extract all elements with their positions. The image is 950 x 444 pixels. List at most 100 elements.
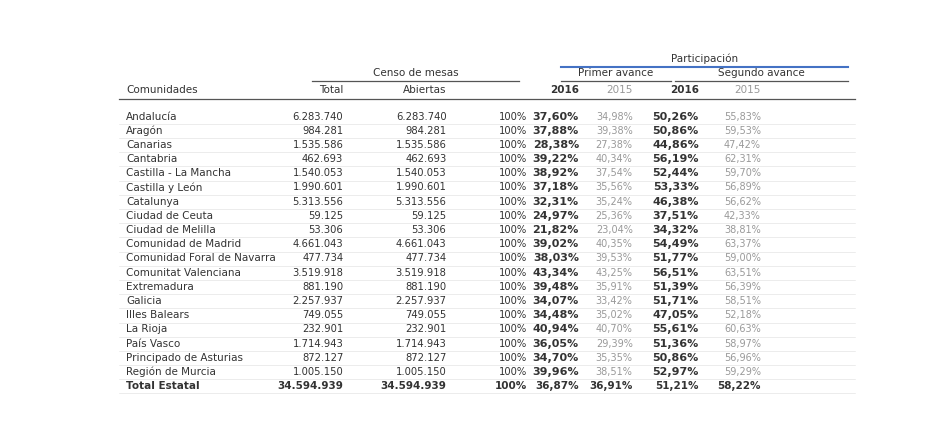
Text: 100%: 100% bbox=[499, 367, 527, 377]
Text: 100%: 100% bbox=[499, 182, 527, 192]
Text: Total: Total bbox=[319, 85, 343, 95]
Text: 29,39%: 29,39% bbox=[596, 338, 633, 349]
Text: 5.313.556: 5.313.556 bbox=[395, 197, 446, 206]
Text: 984.281: 984.281 bbox=[406, 126, 446, 136]
Text: 100%: 100% bbox=[499, 111, 527, 122]
Text: 100%: 100% bbox=[499, 338, 527, 349]
Text: 63,37%: 63,37% bbox=[724, 239, 761, 249]
Text: Comunidades: Comunidades bbox=[126, 85, 198, 95]
Text: Abiertas: Abiertas bbox=[403, 85, 446, 95]
Text: 51,21%: 51,21% bbox=[656, 381, 699, 391]
Text: 462.693: 462.693 bbox=[302, 154, 343, 164]
Text: 35,24%: 35,24% bbox=[596, 197, 633, 206]
Text: 54,49%: 54,49% bbox=[653, 239, 699, 249]
Text: 63,51%: 63,51% bbox=[724, 268, 761, 278]
Text: 38,03%: 38,03% bbox=[533, 254, 579, 263]
Text: Comunitat Valenciana: Comunitat Valenciana bbox=[126, 268, 241, 278]
Text: 477.734: 477.734 bbox=[406, 254, 446, 263]
Text: 55,83%: 55,83% bbox=[724, 111, 761, 122]
Text: 60,63%: 60,63% bbox=[724, 325, 761, 334]
Text: 39,48%: 39,48% bbox=[532, 282, 579, 292]
Text: 44,86%: 44,86% bbox=[652, 140, 699, 150]
Text: 232.901: 232.901 bbox=[302, 325, 343, 334]
Text: 52,18%: 52,18% bbox=[724, 310, 761, 320]
Text: 38,81%: 38,81% bbox=[724, 225, 761, 235]
Text: 1.990.601: 1.990.601 bbox=[395, 182, 446, 192]
Text: Aragón: Aragón bbox=[126, 126, 163, 136]
Text: 1.005.150: 1.005.150 bbox=[395, 367, 446, 377]
Text: País Vasco: País Vasco bbox=[126, 338, 180, 349]
Text: 100%: 100% bbox=[499, 325, 527, 334]
Text: 46,38%: 46,38% bbox=[653, 197, 699, 206]
Text: Región de Murcia: Región de Murcia bbox=[126, 367, 216, 377]
Text: 40,35%: 40,35% bbox=[596, 239, 633, 249]
Text: 36,87%: 36,87% bbox=[535, 381, 579, 391]
Text: Galicia: Galicia bbox=[126, 296, 162, 306]
Text: 51,71%: 51,71% bbox=[653, 296, 699, 306]
Text: 100%: 100% bbox=[499, 154, 527, 164]
Text: 23,04%: 23,04% bbox=[596, 225, 633, 235]
Text: 36,05%: 36,05% bbox=[533, 338, 579, 349]
Text: Andalucía: Andalucía bbox=[126, 111, 178, 122]
Text: 62,31%: 62,31% bbox=[724, 154, 761, 164]
Text: Primer avance: Primer avance bbox=[579, 68, 654, 78]
Text: 47,05%: 47,05% bbox=[653, 310, 699, 320]
Text: 58,22%: 58,22% bbox=[717, 381, 761, 391]
Text: 2.257.937: 2.257.937 bbox=[293, 296, 343, 306]
Text: 21,82%: 21,82% bbox=[533, 225, 579, 235]
Text: 39,53%: 39,53% bbox=[596, 254, 633, 263]
Text: 100%: 100% bbox=[499, 353, 527, 363]
Text: 1.535.586: 1.535.586 bbox=[293, 140, 343, 150]
Text: 58,51%: 58,51% bbox=[724, 296, 761, 306]
Text: Extremadura: Extremadura bbox=[126, 282, 194, 292]
Text: 50,26%: 50,26% bbox=[653, 111, 699, 122]
Text: 100%: 100% bbox=[499, 211, 527, 221]
Text: Segundo avance: Segundo avance bbox=[718, 68, 805, 78]
Text: 34,32%: 34,32% bbox=[653, 225, 699, 235]
Text: 25,36%: 25,36% bbox=[596, 211, 633, 221]
Text: 6.283.740: 6.283.740 bbox=[396, 111, 446, 122]
Text: 36,91%: 36,91% bbox=[589, 381, 633, 391]
Text: 51,77%: 51,77% bbox=[653, 254, 699, 263]
Text: Principado de Asturias: Principado de Asturias bbox=[126, 353, 243, 363]
Text: 33,42%: 33,42% bbox=[596, 296, 633, 306]
Text: 100%: 100% bbox=[499, 239, 527, 249]
Text: 59,29%: 59,29% bbox=[724, 367, 761, 377]
Text: 56,96%: 56,96% bbox=[724, 353, 761, 363]
Text: 35,02%: 35,02% bbox=[596, 310, 633, 320]
Text: 59,00%: 59,00% bbox=[724, 254, 761, 263]
Text: 1.540.053: 1.540.053 bbox=[396, 168, 446, 178]
Text: 24,97%: 24,97% bbox=[532, 211, 579, 221]
Text: 37,60%: 37,60% bbox=[533, 111, 579, 122]
Text: 51,39%: 51,39% bbox=[653, 282, 699, 292]
Text: 53.306: 53.306 bbox=[309, 225, 343, 235]
Text: 477.734: 477.734 bbox=[302, 254, 343, 263]
Text: 51,36%: 51,36% bbox=[653, 338, 699, 349]
Text: La Rioja: La Rioja bbox=[126, 325, 167, 334]
Text: 3.519.918: 3.519.918 bbox=[395, 268, 446, 278]
Text: 42,33%: 42,33% bbox=[724, 211, 761, 221]
Text: 2.257.937: 2.257.937 bbox=[395, 296, 446, 306]
Text: 462.693: 462.693 bbox=[405, 154, 446, 164]
Text: 1.005.150: 1.005.150 bbox=[293, 367, 343, 377]
Text: 53.306: 53.306 bbox=[411, 225, 446, 235]
Text: 100%: 100% bbox=[499, 296, 527, 306]
Text: 2015: 2015 bbox=[734, 85, 761, 95]
Text: 6.283.740: 6.283.740 bbox=[293, 111, 343, 122]
Text: 100%: 100% bbox=[499, 268, 527, 278]
Text: 50,86%: 50,86% bbox=[653, 353, 699, 363]
Text: 100%: 100% bbox=[499, 282, 527, 292]
Text: 100%: 100% bbox=[499, 126, 527, 136]
Text: Illes Balears: Illes Balears bbox=[126, 310, 189, 320]
Text: Ciudad de Melilla: Ciudad de Melilla bbox=[126, 225, 216, 235]
Text: Censo de mesas: Censo de mesas bbox=[372, 68, 458, 78]
Text: 56,89%: 56,89% bbox=[724, 182, 761, 192]
Text: 38,51%: 38,51% bbox=[596, 367, 633, 377]
Text: 1.714.943: 1.714.943 bbox=[395, 338, 446, 349]
Text: 37,51%: 37,51% bbox=[653, 211, 699, 221]
Text: Comunidad Foral de Navarra: Comunidad Foral de Navarra bbox=[126, 254, 276, 263]
Text: 35,35%: 35,35% bbox=[596, 353, 633, 363]
Text: 43,34%: 43,34% bbox=[533, 268, 579, 278]
Text: 32,31%: 32,31% bbox=[533, 197, 579, 206]
Text: 872.127: 872.127 bbox=[405, 353, 446, 363]
